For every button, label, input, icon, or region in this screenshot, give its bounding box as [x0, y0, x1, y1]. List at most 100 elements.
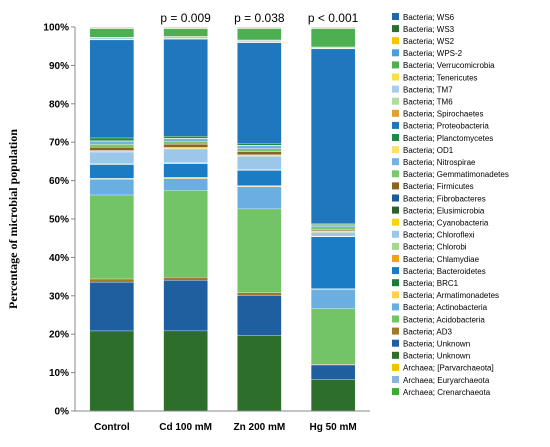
legend-swatch — [392, 351, 399, 359]
bar-segment — [89, 179, 135, 196]
bar-segment — [237, 145, 282, 149]
legend-label: Bacteria; BRC1 — [403, 279, 459, 288]
bar-segment — [163, 141, 208, 145]
x-category-label: Control — [94, 422, 130, 433]
legend-swatch — [392, 170, 399, 178]
legend-label: Bacteria; Planctomycetes — [403, 134, 493, 143]
axes — [74, 27, 370, 412]
bar-segment — [89, 147, 135, 151]
legend-swatch — [392, 327, 399, 335]
legend-swatch — [392, 267, 399, 275]
y-tick-label: 10% — [49, 368, 69, 379]
legend-label: Bacteria; Actinobacteria — [403, 303, 488, 312]
bar-segment — [310, 364, 356, 380]
legend-label: Bacteria; AD3 — [403, 327, 452, 336]
legend-label: Bacteria; Proteobacteria — [403, 122, 489, 131]
legend-label: Bacteria; Bacteroidetes — [403, 267, 486, 276]
legend-swatch — [392, 13, 399, 20]
bar-segment — [310, 236, 356, 289]
p-value-label: p = 0.009 — [160, 11, 211, 25]
y-tick-label: 0% — [55, 407, 70, 418]
bar-segment — [310, 308, 356, 365]
legend-swatch — [392, 363, 399, 371]
legend-label: Bacteria; WPS-2 — [403, 49, 463, 58]
legend-swatch — [392, 73, 399, 81]
bar-segment — [237, 295, 282, 336]
bar-segment — [89, 278, 135, 283]
legend-swatch — [392, 146, 399, 154]
bar-segment — [89, 164, 135, 179]
bar-segment — [237, 143, 282, 146]
bar-segment — [89, 137, 135, 141]
p-value-label: p < 0.001 — [308, 11, 359, 25]
bars — [89, 26, 356, 412]
bar-segment — [163, 280, 208, 332]
legend-label: Bacteria; Chlorobi — [403, 243, 467, 252]
legend-label: Bacteria; WS2 — [403, 37, 455, 46]
legend-swatch — [392, 303, 399, 311]
bar-segment — [163, 190, 208, 278]
bar-segment — [310, 379, 356, 412]
bar-segment — [310, 289, 356, 309]
bar-segment — [163, 178, 208, 191]
bar-segment — [237, 186, 282, 210]
bar-segment — [89, 281, 135, 332]
bar-segment — [310, 232, 356, 237]
bar-segment — [163, 39, 208, 137]
bar-segment — [237, 151, 282, 155]
legend-swatch — [392, 279, 399, 287]
y-axis-title: Percentage of microbial population — [6, 129, 20, 309]
bar-segment — [89, 194, 135, 280]
y-tick-label: 40% — [49, 253, 69, 264]
legend-label: Bacteria; Cyanobacteria — [403, 219, 489, 228]
legend-swatch — [392, 134, 399, 141]
legend-label: Archaea; [Parvarchaeota] — [403, 364, 494, 373]
legend-swatch — [392, 61, 399, 69]
y-tick-label: 20% — [49, 330, 69, 341]
bar-segment — [163, 144, 208, 148]
legend-swatch — [392, 339, 399, 347]
bar-segment — [237, 28, 282, 41]
legend-swatch — [392, 218, 399, 226]
legend-swatch — [392, 25, 399, 33]
legend-label: Bacteria; Verrucomicrobia — [403, 61, 495, 70]
y-axis-title-text: Percentage of microbial population — [6, 129, 20, 309]
y-axis-ticks: 0% 10% 20% 30% 40% 50% 60% 70% 80% 90% 100% — [43, 23, 75, 418]
x-category-label: Hg 50 mM — [310, 422, 357, 433]
legend-swatch — [392, 182, 399, 190]
y-tick-label: 70% — [49, 138, 69, 149]
bar-segment — [237, 148, 282, 152]
legend-swatch — [392, 315, 399, 323]
bar-segment — [163, 277, 208, 281]
bar-segment — [89, 151, 135, 164]
x-axis-labels: Control Cd 100 mM Zn 200 mM Hg 50 mM — [94, 422, 357, 433]
legend-label: Archaea; Crenarchaeota — [403, 388, 491, 397]
p-value-label: p = 0.038 — [234, 11, 285, 25]
bar-segment — [237, 42, 282, 144]
legend-swatch — [392, 49, 399, 57]
bar-segment — [163, 330, 208, 412]
bar-segment — [163, 28, 208, 37]
bar-segment — [89, 140, 135, 145]
legend-swatch — [392, 230, 399, 238]
legend-label: Bacteria; TM7 — [403, 85, 453, 94]
y-tick-label: 60% — [49, 176, 69, 187]
bar-segment — [237, 40, 282, 43]
legend-label: Archaea; Euryarchaeota — [403, 376, 490, 385]
legend-label: Bacteria; Tenericutes — [403, 73, 478, 82]
legend-swatch — [392, 97, 399, 105]
y-tick-label: 50% — [49, 215, 69, 226]
y-tick-label: 90% — [49, 61, 69, 72]
legend-swatch — [392, 291, 399, 299]
bar-segment — [237, 292, 282, 296]
legend-label: Bacteria; Gemmatimonadetes — [403, 170, 509, 179]
x-category-label: Zn 200 mM — [234, 422, 286, 433]
legend-label: Bacteria; Unknown — [403, 352, 470, 361]
legend-label: Bacteria; Chlamydiae — [403, 255, 480, 264]
y-tick-label: 30% — [49, 291, 69, 302]
bar-segment — [237, 156, 282, 170]
legend-label: Bacteria; TM6 — [403, 98, 453, 107]
legend-swatch — [392, 109, 399, 117]
legend-label: Bacteria; OD1 — [403, 146, 454, 155]
